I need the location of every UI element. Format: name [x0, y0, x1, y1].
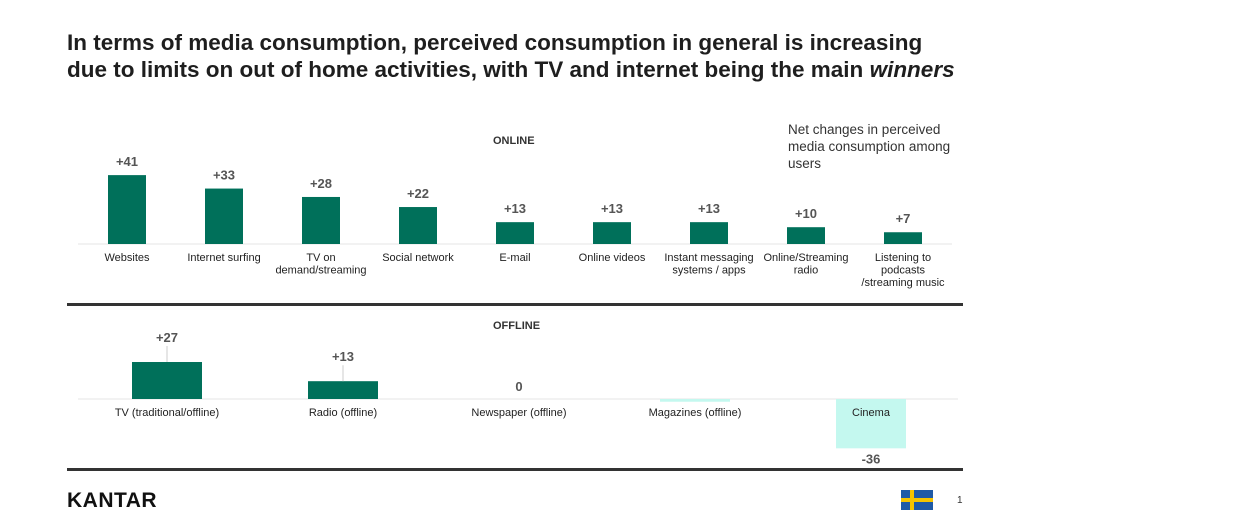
data-label: +7	[896, 211, 911, 226]
data-label: +13	[332, 349, 354, 364]
data-label: +33	[213, 168, 235, 183]
category-label: Radio (offline)	[309, 407, 377, 419]
online-chart: +41 Websites +33 Internet surfing +28 TV on de…	[78, 154, 952, 289]
bar	[205, 188, 243, 244]
data-label: +41	[116, 154, 138, 169]
category-label: Internet surfing	[187, 252, 260, 264]
bottom-divider	[67, 468, 963, 471]
bar	[593, 222, 631, 244]
category-label: TV (traditional/offline)	[115, 407, 219, 419]
data-label: +27	[156, 330, 178, 345]
category-label: Instant messaging systems / apps	[664, 252, 753, 277]
title-text: In terms of media consumption, perceived…	[67, 30, 923, 82]
category-label: Listening to podcasts/streaming music	[861, 252, 945, 289]
bar	[132, 362, 202, 399]
online-section-label: ONLINE	[493, 135, 535, 147]
data-label: +13	[601, 201, 623, 216]
data-label: +22	[407, 186, 429, 201]
slide-title: In terms of media consumption, perceived…	[67, 29, 967, 83]
page-number: 1	[957, 495, 963, 506]
bar	[399, 207, 437, 244]
category-label: Cinema	[852, 407, 891, 419]
category-label: TV on demand/streaming	[275, 252, 366, 277]
bar	[836, 399, 906, 449]
category-label: Websites	[104, 252, 150, 264]
offline-section-label: OFFLINE	[493, 320, 541, 332]
category-label: Online/Streaming radio	[764, 252, 849, 277]
category-label: Social network	[382, 252, 454, 264]
bar	[302, 196, 340, 244]
bar	[496, 222, 534, 244]
bar	[787, 227, 825, 244]
category-label: E-mail	[499, 252, 530, 264]
data-label: 0	[515, 379, 522, 394]
kantar-logo: KANTAR	[67, 489, 157, 513]
bar	[884, 232, 922, 244]
data-label: +10	[795, 206, 817, 221]
data-label: +13	[698, 201, 720, 216]
data-label: -36	[862, 451, 881, 466]
bar	[660, 399, 730, 402]
category-label: Magazines (offline)	[649, 407, 742, 419]
category-label: Newspaper (offline)	[471, 407, 566, 419]
offline-chart: +27 TV (traditional/offline) +13 Radio (off…	[78, 330, 958, 466]
logo-text: KANTAR	[67, 489, 158, 512]
bar	[690, 222, 728, 244]
section-divider	[67, 303, 963, 306]
category-label: Online videos	[579, 252, 646, 264]
bar	[308, 381, 378, 399]
chart-note: Net changes in perceived media consumpti…	[788, 122, 951, 171]
bar	[108, 175, 146, 244]
data-label: +28	[310, 176, 332, 191]
data-label: +13	[504, 201, 526, 216]
sweden-flag-icon	[901, 490, 933, 510]
title-emphasis: winners	[869, 57, 955, 82]
